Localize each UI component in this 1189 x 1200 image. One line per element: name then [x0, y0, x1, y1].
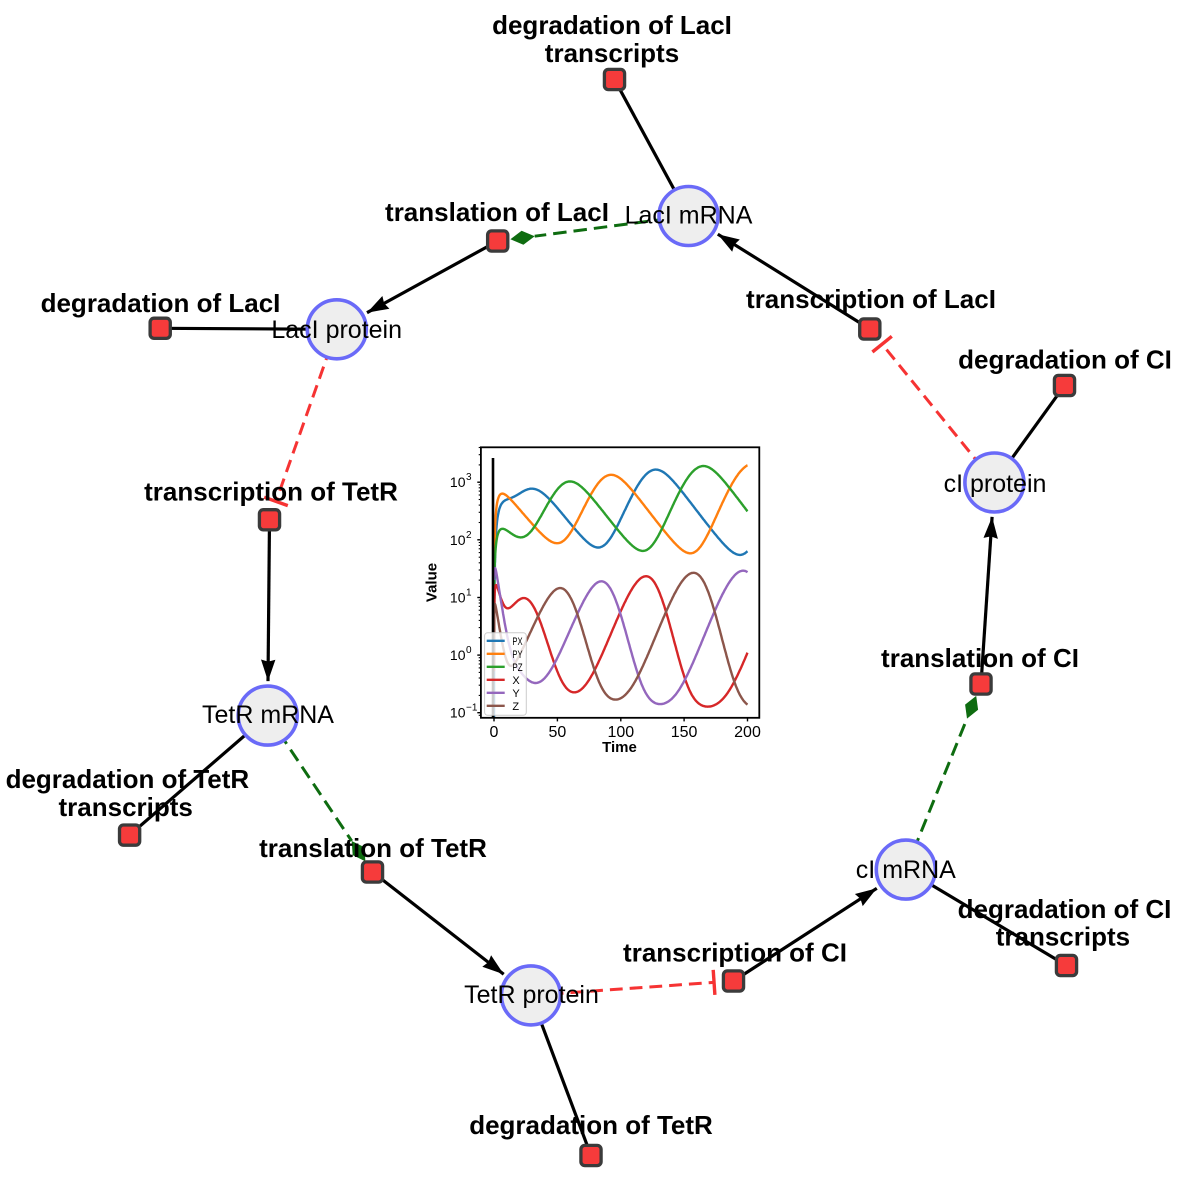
svg-text:transcription of LacI: transcription of LacI — [746, 284, 996, 314]
svg-text:100: 100 — [607, 724, 634, 741]
svg-text:0: 0 — [490, 724, 499, 741]
svg-text:degradation of LacI: degradation of LacI — [41, 288, 281, 318]
svg-text:150: 150 — [671, 724, 698, 741]
svg-text:PY: PY — [512, 649, 523, 661]
svg-text:degradation of CI: degradation of CI — [958, 894, 1172, 924]
svg-text:transcripts: transcripts — [545, 38, 679, 68]
svg-text:PZ: PZ — [512, 662, 522, 674]
svg-text:10: 10 — [450, 647, 466, 663]
svg-text:translation of CI: translation of CI — [881, 643, 1079, 673]
svg-text:degradation of LacI: degradation of LacI — [492, 10, 732, 40]
svg-text:translation of TetR: translation of TetR — [259, 833, 487, 863]
svg-text:PX: PX — [512, 636, 523, 648]
svg-text:Time: Time — [602, 739, 637, 756]
svg-text:TetR mRNA: TetR mRNA — [202, 701, 334, 729]
svg-text:LacI mRNA: LacI mRNA — [625, 202, 753, 230]
svg-text:50: 50 — [549, 724, 567, 741]
svg-text:0: 0 — [466, 645, 472, 656]
svg-text:translation of LacI: translation of LacI — [385, 197, 609, 227]
svg-text:cI protein: cI protein — [944, 470, 1047, 498]
svg-text:10: 10 — [450, 590, 466, 606]
svg-text:200: 200 — [734, 724, 761, 741]
svg-text:transcription of TetR: transcription of TetR — [144, 477, 398, 507]
svg-text:degradation of TetR: degradation of TetR — [6, 764, 250, 794]
svg-text:Value: Value — [424, 563, 441, 602]
svg-text:Z: Z — [512, 701, 519, 713]
svg-text:TetR protein: TetR protein — [464, 981, 599, 1009]
svg-text:X: X — [512, 675, 520, 687]
svg-text:1: 1 — [466, 588, 472, 599]
svg-text:LacI protein: LacI protein — [271, 316, 402, 344]
svg-text:transcription of CI: transcription of CI — [623, 938, 847, 968]
svg-text:degradation of CI: degradation of CI — [958, 344, 1172, 374]
svg-text:Y: Y — [512, 688, 520, 700]
svg-text:−1: −1 — [466, 703, 478, 714]
svg-text:10: 10 — [450, 705, 466, 721]
svg-text:transcripts: transcripts — [59, 792, 193, 822]
svg-text:3: 3 — [466, 472, 472, 483]
svg-text:degradation of TetR: degradation of TetR — [469, 1110, 713, 1140]
svg-text:transcripts: transcripts — [996, 922, 1130, 952]
svg-text:2: 2 — [466, 530, 472, 541]
svg-text:10: 10 — [450, 532, 466, 548]
svg-text:10: 10 — [450, 474, 466, 490]
svg-text:cI mRNA: cI mRNA — [856, 856, 956, 884]
